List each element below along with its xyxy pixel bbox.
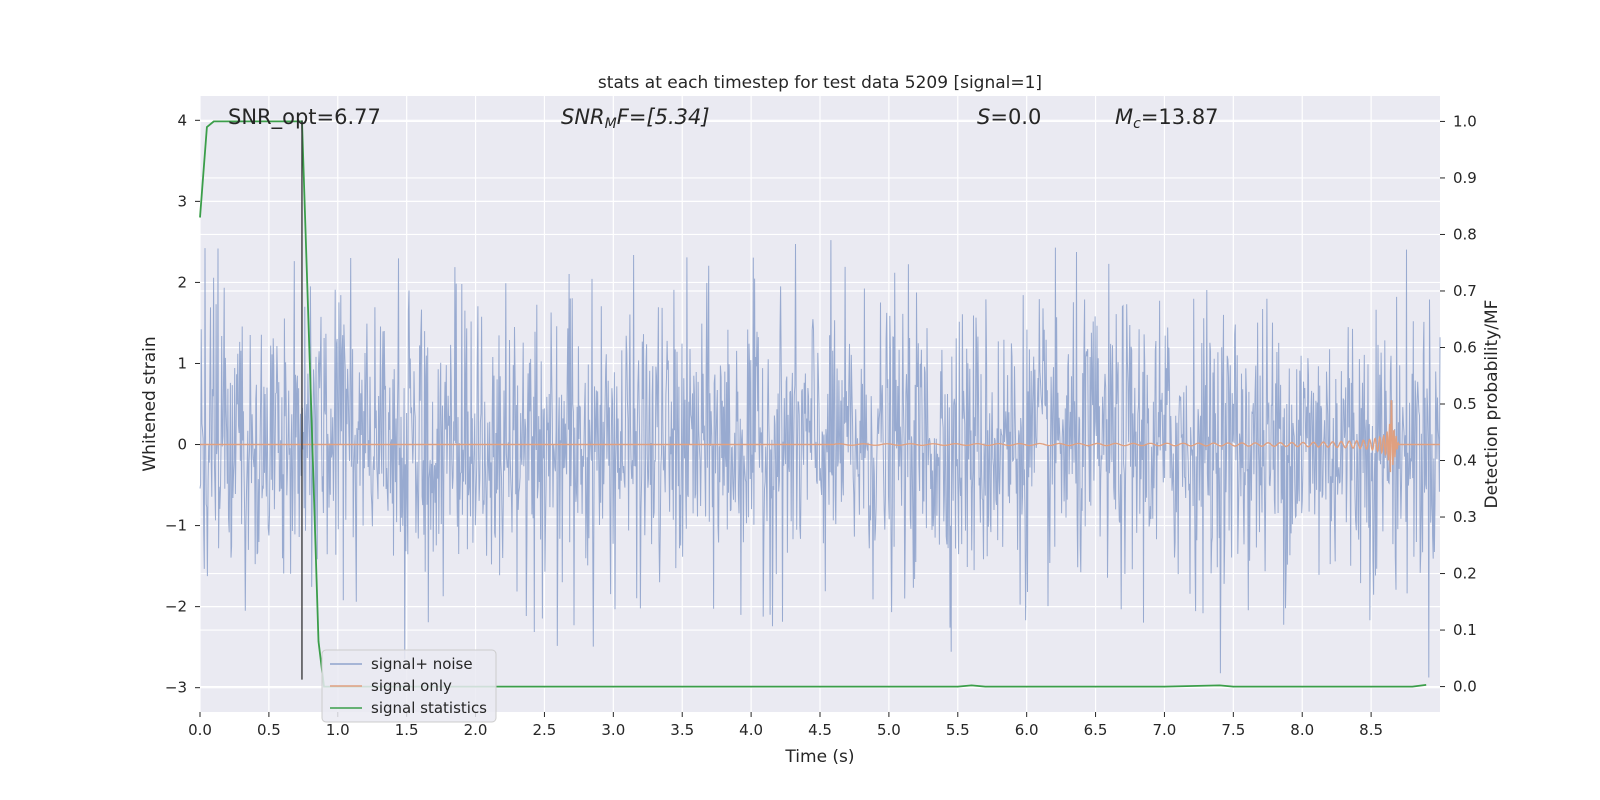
x-tick-label: 1.5	[395, 721, 419, 739]
x-tick-label: 4.5	[808, 721, 832, 739]
annotation-snr-opt: SNR_opt=6.77	[228, 105, 381, 130]
x-tick-label: 4.0	[739, 721, 763, 739]
x-tick-label: 2.0	[464, 721, 488, 739]
y-tick-label-right: 0.8	[1453, 225, 1477, 243]
x-tick-label: 0.5	[257, 721, 281, 739]
annotation-s: S=0.0	[977, 105, 1041, 129]
y-axis-label-left: Whitened strain	[140, 336, 160, 471]
y-tick-label-right: 0.4	[1453, 452, 1477, 470]
series-signal-plus-noise	[199, 240, 1441, 678]
x-tick-label: 7.0	[1153, 721, 1177, 739]
legend-label-signal-statistics: signal statistics	[371, 699, 487, 717]
chart-title: stats at each timestep for test data 520…	[598, 73, 1042, 93]
annotation-mc-rest: =13.87	[1141, 105, 1219, 129]
y-tick-label-left: −3	[165, 679, 187, 697]
annotation-mc: Mc=13.87	[1115, 105, 1219, 132]
x-tick-label: 1.0	[326, 721, 350, 739]
y-tick-label-left: 1	[177, 354, 187, 372]
y-tick-label-right: 0.7	[1453, 282, 1477, 300]
y-tick-label-left: 0	[177, 436, 187, 454]
y-tick-label-left: 4	[177, 111, 187, 129]
x-tick-label: 6.0	[1015, 721, 1039, 739]
y-tick-label-right: 0.6	[1453, 338, 1477, 356]
series-layer	[199, 120, 1441, 688]
y-tick-label-right: 0.2	[1453, 565, 1477, 583]
x-tick-label: 2.5	[533, 721, 557, 739]
x-tick-label: 5.0	[877, 721, 901, 739]
legend: signal+ noise signal only signal statist…	[321, 649, 497, 723]
y-tick-label-right: 0.3	[1453, 508, 1477, 526]
series-signal-statistics	[199, 120, 1427, 688]
series-signal-only	[200, 399, 1440, 473]
y-tick-label-right: 0.0	[1453, 678, 1477, 696]
annotation-snr-mf-rest: F=[5.34]	[617, 105, 710, 129]
annotation-s-italic: S	[977, 105, 990, 129]
y-tick-label-right: 1.0	[1453, 112, 1477, 130]
x-tick-label: 0.0	[188, 721, 212, 739]
annotation-snr-mf: SNRMF=[5.34]	[561, 105, 710, 132]
x-tick-label: 8.5	[1359, 721, 1383, 739]
annotation-s-rest: =0.0	[990, 105, 1041, 129]
x-axis-label: Time (s)	[784, 747, 854, 767]
y-tick-label-right: 0.9	[1453, 169, 1477, 187]
x-tick-label: 5.5	[946, 721, 970, 739]
annotation-snr-mf-sub: M	[605, 116, 617, 132]
y-tick-label-left: 2	[177, 273, 187, 291]
x-tick-label: 8.0	[1290, 721, 1314, 739]
legend-label-signal-only: signal only	[371, 677, 452, 695]
x-tick-label: 6.5	[1084, 721, 1108, 739]
annotation-mc-main: M	[1115, 105, 1133, 129]
ticks-layer: 0.0 0.5 1.0 1.5 2.0 2.5 3.0 3.5 4.0 4.5 5.0 5.5 6.0 6…	[165, 111, 1477, 739]
y-tick-label-left: −1	[165, 517, 187, 535]
y-axis-label-right: Detection probability/MF	[1482, 300, 1502, 509]
annotation-mc-sub: c	[1133, 116, 1141, 132]
y-tick-label-left: 3	[177, 192, 187, 210]
x-tick-label: 7.5	[1221, 721, 1245, 739]
y-tick-label-left: −2	[165, 598, 187, 616]
legend-box	[321, 649, 497, 723]
y-tick-label-right: 0.5	[1453, 395, 1477, 413]
x-tick-label: 3.5	[670, 721, 694, 739]
x-tick-label: 3.0	[601, 721, 625, 739]
legend-label-signal-noise: signal+ noise	[371, 655, 473, 673]
y-tick-label-right: 0.1	[1453, 621, 1477, 639]
annotation-snr-mf-main: SNR	[561, 105, 605, 129]
